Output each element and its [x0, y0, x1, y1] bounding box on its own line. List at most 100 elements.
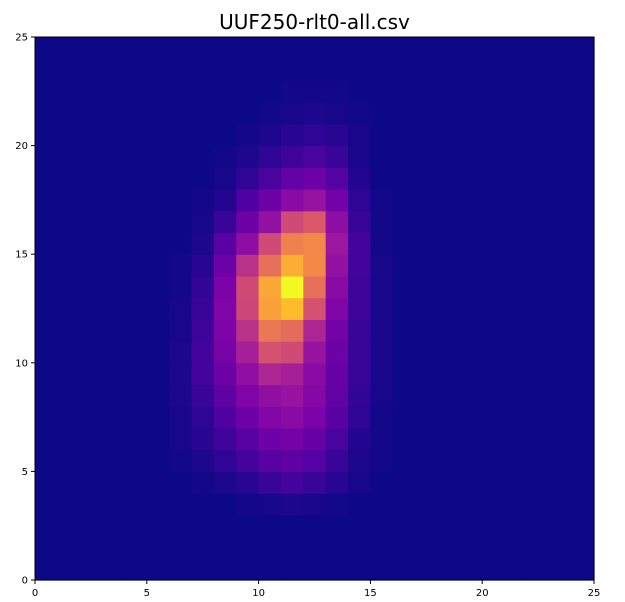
- heatmap-cell: [549, 536, 573, 559]
- heatmap-cell: [325, 297, 349, 320]
- heatmap-cell: [571, 58, 595, 82]
- heatmap-cell: [459, 254, 483, 277]
- heatmap-cell: [437, 471, 461, 494]
- heatmap-cell: [102, 536, 126, 559]
- heatmap-cell: [191, 319, 215, 342]
- heatmap-cell: [482, 362, 506, 386]
- heatmap-cell: [79, 167, 103, 190]
- heatmap-cell: [415, 189, 439, 212]
- heatmap-cell: [280, 536, 304, 559]
- heatmap-cell: [280, 514, 304, 538]
- heatmap-cell: [102, 427, 126, 451]
- heatmap-cell: [526, 37, 550, 60]
- heatmap-cell: [236, 384, 260, 407]
- heatmap-cell: [459, 406, 483, 429]
- heatmap-cell: [504, 37, 528, 60]
- heatmap-cell: [325, 319, 349, 342]
- heatmap-cell: [191, 406, 215, 429]
- heatmap-cell: [325, 37, 349, 60]
- heatmap-cell: [57, 362, 81, 386]
- x-tick-label: 10: [252, 588, 265, 599]
- heatmap-cell: [437, 145, 461, 168]
- heatmap-cell: [549, 58, 573, 82]
- heatmap-cell: [35, 232, 58, 255]
- heatmap-cell: [437, 514, 461, 538]
- heatmap-cell: [57, 123, 81, 147]
- heatmap-cell: [124, 145, 148, 168]
- heatmap-cell: [482, 254, 506, 277]
- heatmap-cell: [169, 145, 193, 168]
- heatmap-cell: [459, 319, 483, 342]
- heatmap-cell: [325, 427, 349, 451]
- heatmap-cell: [258, 167, 282, 190]
- heatmap-cell: [102, 275, 126, 299]
- heatmap-cell: [258, 123, 282, 147]
- heatmap-cell: [258, 145, 282, 168]
- heatmap-cell: [102, 297, 126, 320]
- heatmap-cell: [392, 275, 416, 299]
- heatmap-cell: [348, 406, 371, 429]
- heatmap-cell: [325, 558, 349, 581]
- heatmap-cell: [57, 319, 81, 342]
- heatmap-cell: [459, 167, 483, 190]
- heatmap-cell: [437, 341, 461, 364]
- heatmap-cell: [124, 297, 148, 320]
- heatmap-cell: [35, 514, 58, 538]
- heatmap-cell: [191, 102, 215, 125]
- heatmap-cell: [392, 232, 416, 255]
- heatmap-cell: [549, 167, 573, 190]
- heatmap-cell: [57, 102, 81, 125]
- heatmap-cell: [35, 493, 58, 516]
- heatmap-cell: [169, 167, 193, 190]
- heatmap-cell: [392, 406, 416, 429]
- heatmap-cell: [392, 297, 416, 320]
- heatmap-cell: [415, 427, 439, 451]
- heatmap-cell: [571, 362, 595, 386]
- heatmap-cell: [571, 210, 595, 234]
- heatmap-cell: [146, 58, 170, 82]
- heatmap-cell: [213, 449, 237, 472]
- heatmap-cell: [415, 80, 439, 103]
- heatmap-cell: [348, 102, 371, 125]
- heatmap-cell: [437, 297, 461, 320]
- heatmap-cell: [482, 80, 506, 103]
- heatmap-cell: [549, 123, 573, 147]
- heatmap-cell: [482, 37, 506, 60]
- heatmap-cell: [549, 341, 573, 364]
- heatmap-cell: [437, 210, 461, 234]
- heatmap-cell: [504, 341, 528, 364]
- y-tick-label: 25: [15, 33, 28, 44]
- heatmap-cell: [437, 102, 461, 125]
- heatmap-cell: [57, 254, 81, 277]
- heatmap-cell: [303, 254, 327, 277]
- heatmap-cell: [482, 189, 506, 212]
- heatmap-cell: [79, 558, 103, 581]
- heatmap-cell: [370, 80, 394, 103]
- heatmap-cell: [236, 471, 260, 494]
- y-tick-label: 20: [15, 141, 28, 152]
- heatmap-cell: [504, 189, 528, 212]
- heatmap-cell: [35, 167, 58, 190]
- heatmap-cell: [124, 58, 148, 82]
- heatmap-cell: [504, 319, 528, 342]
- heatmap-cell: [213, 471, 237, 494]
- heatmap-cell: [102, 341, 126, 364]
- heatmap-cell: [348, 254, 371, 277]
- heatmap-cell: [213, 275, 237, 299]
- heatmap-cell: [303, 275, 327, 299]
- heatmap-cell: [348, 275, 371, 299]
- heatmap-cell: [213, 427, 237, 451]
- heatmap-cell: [325, 514, 349, 538]
- x-tick-label: 15: [364, 588, 377, 599]
- heatmap-cell: [370, 275, 394, 299]
- heatmap-cell: [348, 123, 371, 147]
- heatmap-cell: [35, 123, 58, 147]
- heatmap-cell: [549, 297, 573, 320]
- heatmap-cell: [482, 384, 506, 407]
- heatmap-cell: [392, 384, 416, 407]
- heatmap-cell: [392, 210, 416, 234]
- heatmap-cell: [280, 80, 304, 103]
- heatmap-cell: [392, 102, 416, 125]
- heatmap-cell: [549, 145, 573, 168]
- heatmap-cell: [57, 145, 81, 168]
